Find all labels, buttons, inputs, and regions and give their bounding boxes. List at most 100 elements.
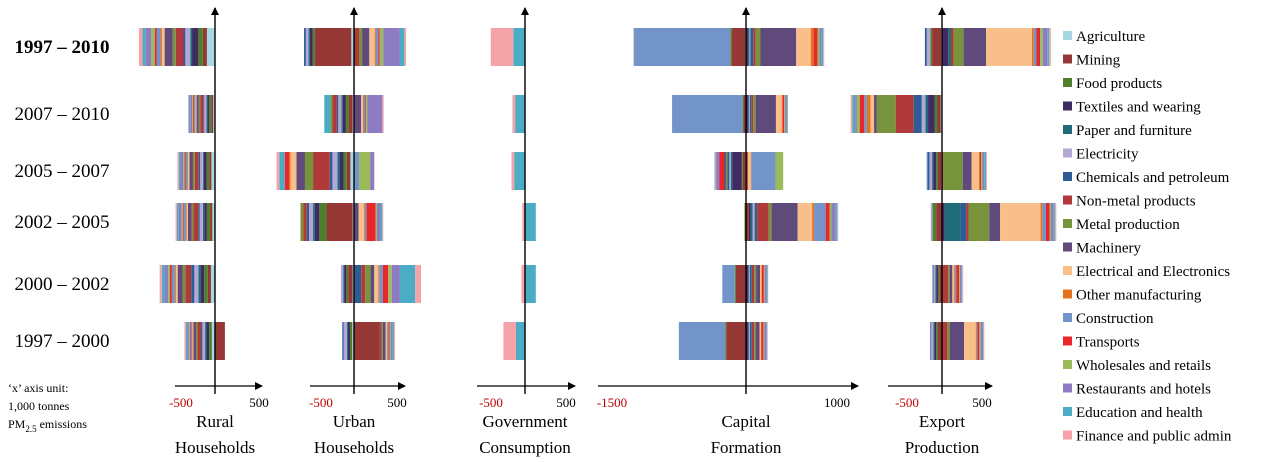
bar-segment-finance-and-public-admin — [1054, 203, 1057, 241]
bar-segment-textiles-and-wearing — [207, 95, 210, 133]
bar-segment-finance-and-public-admin — [394, 322, 395, 360]
bar-segment-agriculture — [210, 265, 215, 303]
bar-segment-paper-and-furniture — [313, 203, 315, 241]
bar-segment-paper-and-furniture — [750, 203, 753, 241]
bar-segment-food-products — [744, 203, 746, 241]
legend-swatch — [1063, 148, 1072, 158]
bar-segment-electrical-and-electronics — [964, 322, 976, 360]
panel-title-line: Capital — [721, 412, 770, 431]
bar-segment-transports — [813, 28, 818, 66]
bar-segment-construction — [193, 95, 196, 133]
bar-segment-wholesales-and-retails — [784, 95, 786, 133]
legend-label: Non-metal products — [1076, 194, 1196, 210]
legend-item-other-manufacturing: Other manufacturing — [1063, 288, 1202, 304]
legend-label: Electricity — [1076, 147, 1139, 163]
bar-segment-electrical-and-electronics — [369, 28, 375, 66]
bar-segment-agriculture — [352, 322, 354, 360]
bar-segment-machinery — [193, 322, 197, 360]
bar-segment-wholesales-and-retails — [388, 265, 392, 303]
bar-segment-wholesales-and-retails — [856, 95, 860, 133]
bar-segment-education-and-health — [984, 152, 987, 190]
bar-segment-other-manufacturing — [1032, 28, 1034, 66]
bar-segment-metal-production — [381, 322, 383, 360]
bar-segment-electricity — [194, 265, 199, 303]
bar-segment-food-products — [937, 265, 940, 303]
bar-segment-non-metal-products — [757, 203, 769, 241]
bar-segment-chemicals-and-petroleum — [201, 322, 203, 360]
bar-segment-education-and-health — [188, 95, 191, 133]
bar-segment-paper-and-furniture — [747, 322, 749, 360]
bar-segment-transports — [1045, 203, 1050, 241]
bar-segment-machinery — [189, 152, 193, 190]
bar-segment-finance-and-public-admin — [983, 322, 985, 360]
bar-segment-chemicals-and-petroleum — [749, 95, 752, 133]
bar-segment-electrical-and-electronics — [161, 28, 165, 66]
bar-segment-electrical-and-electronics — [361, 95, 363, 133]
bar-segment-wholesales-and-retails — [188, 322, 190, 360]
bar-segment-wholesales-and-retails — [151, 28, 155, 66]
bar-segment-wholesales-and-retails — [979, 322, 981, 360]
bar-segment-other-manufacturing — [378, 265, 380, 303]
bar-segment-construction — [672, 95, 743, 133]
bar-segment-textiles-and-wearing — [746, 322, 748, 360]
bar-segment-transports — [154, 28, 157, 66]
bar-segment-textiles-and-wearing — [934, 322, 937, 360]
bar-segment-non-metal-products — [942, 265, 949, 303]
bar-segment-metal-production — [365, 265, 371, 303]
bar-segment-chemicals-and-petroleum — [183, 28, 186, 66]
bar-segment-metal-production — [359, 28, 363, 66]
bar-segment-metal-production — [943, 152, 963, 190]
bar-segment-finance-and-public-admin — [512, 95, 516, 133]
bar-segment-transports — [859, 95, 865, 133]
bar-segment-paper-and-furniture — [205, 322, 207, 360]
legend-label: Food products — [1076, 76, 1162, 92]
bar-segment-construction — [354, 152, 360, 190]
bar-segment-chemicals-and-petroleum — [749, 265, 752, 303]
panel-title-line: Export — [919, 412, 966, 431]
tick-label: 500 — [249, 395, 269, 410]
bar-segment-chemicals-and-petroleum — [203, 95, 205, 133]
bar-segment-mining — [326, 203, 353, 241]
bar-segment-non-metal-products — [193, 203, 199, 241]
unit-note-line: PM2.5 emissions — [8, 417, 87, 434]
bar-segment-non-metal-products — [194, 152, 199, 190]
bar-segment-transports — [284, 152, 290, 190]
bar-segment-education-and-health — [786, 95, 788, 133]
panel-title-line: Consumption — [479, 438, 571, 457]
bar-segment-other-manufacturing — [374, 28, 376, 66]
bar-segment-electrical-and-electronics — [971, 152, 979, 190]
bar-segment-non-metal-products — [303, 203, 307, 241]
bar-segment-electricity — [340, 265, 344, 303]
bar-segment-wholesales-and-retails — [1049, 203, 1051, 241]
bar-segment-education-and-health — [380, 203, 383, 241]
bar-segment-electricity — [933, 265, 936, 303]
legend-item-electricity: Electricity — [1063, 147, 1139, 163]
legend-item-metal-production: Metal production — [1063, 217, 1180, 233]
bar-segment-electricity — [926, 28, 931, 66]
bar-segment-textiles-and-wearing — [936, 265, 938, 303]
bar-segment-education-and-health — [279, 152, 285, 190]
bar-segment-textiles-and-wearing — [942, 203, 945, 241]
bar-segment-wholesales-and-retails — [959, 265, 960, 303]
bar-segment-paper-and-furniture — [190, 28, 193, 66]
bar-segment-paper-and-furniture — [935, 265, 937, 303]
bar-segment-restaurants-and-hotels — [145, 28, 152, 66]
legend-label: Paper and furniture — [1076, 123, 1192, 139]
bar-segment-food-products — [734, 265, 736, 303]
bar-segment-wholesales-and-retails — [763, 322, 765, 360]
bar-segment-construction — [387, 322, 389, 360]
bar-segment-electricity — [305, 28, 309, 66]
panel-title-line: Production — [905, 438, 980, 457]
bar-segment-electrical-and-electronics — [775, 95, 782, 133]
bar-segment-electricity — [748, 265, 750, 303]
bar-segment-education-and-health — [852, 95, 856, 133]
bar-segment-food-products — [730, 28, 732, 66]
bar-segment-wholesales-and-retails — [1040, 28, 1043, 66]
bar-segment-construction — [1033, 28, 1037, 66]
period-label-1997-2000: 1997 – 2000 — [15, 331, 110, 352]
bar-segment-electrical-and-electronics — [175, 265, 178, 303]
legend-swatch — [1063, 31, 1072, 40]
bar-segment-construction — [364, 203, 367, 241]
bar-segment-finance-and-public-admin — [1049, 28, 1051, 66]
